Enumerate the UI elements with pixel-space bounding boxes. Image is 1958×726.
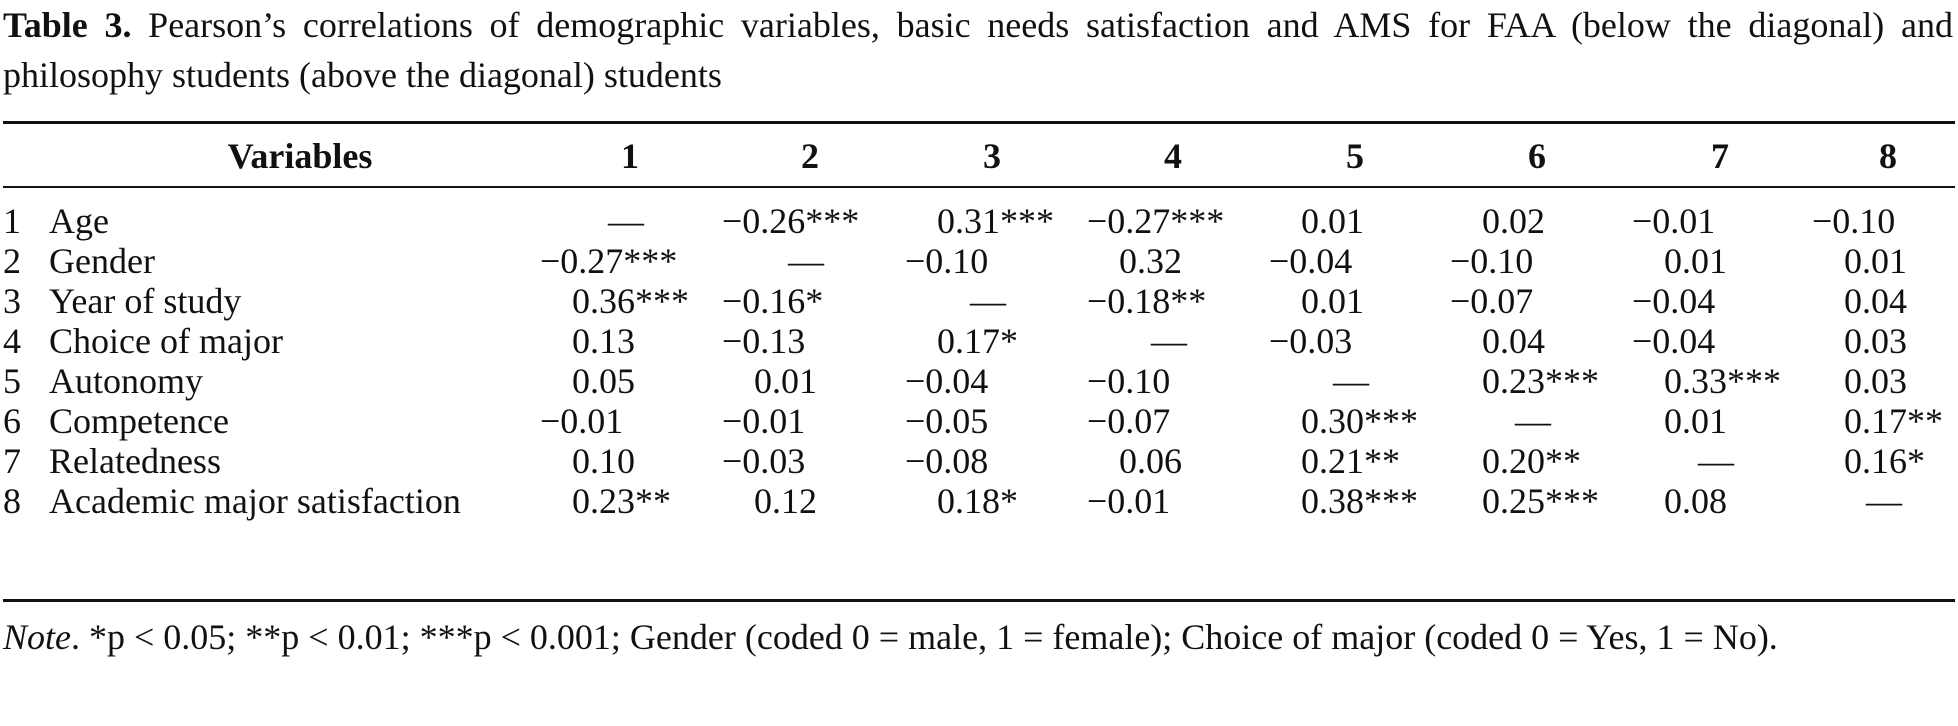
table-cell: −0.01 [1087, 481, 1171, 521]
table-cell: 0.23*** [1482, 361, 1599, 401]
header-col-4: 4 [1164, 136, 1182, 176]
table-cell: −0.04 [1632, 321, 1716, 361]
table-cell: 0.08 [1664, 481, 1727, 521]
table-cell: — [1515, 401, 1551, 441]
table-cell: 0.32 [1119, 241, 1182, 281]
table-cell: 0.25*** [1482, 481, 1599, 521]
table-top-rule [3, 121, 1955, 124]
row-number: 4 [3, 321, 21, 361]
table-bottom-rule [3, 599, 1955, 602]
table-cell: 0.10 [572, 441, 635, 481]
table-cell: −0.10 [1812, 201, 1896, 241]
table-cell: 0.38*** [1301, 481, 1418, 521]
table-cell: — [970, 281, 1006, 321]
table-cell: −0.04 [1269, 241, 1353, 281]
table-cell: −0.03 [1269, 321, 1353, 361]
table-cell: −0.10 [1087, 361, 1171, 401]
table-cell: — [1333, 361, 1369, 401]
table-cell: 0.30*** [1301, 401, 1418, 441]
table-cell: 0.12 [754, 481, 817, 521]
table-cell: −0.03 [722, 441, 806, 481]
table-cell: 0.17** [1844, 401, 1943, 441]
table-cell: 0.01 [1844, 241, 1907, 281]
table-cell: −0.26*** [722, 201, 860, 241]
caption-text: Pearson’s correlations of demographic va… [3, 5, 1954, 95]
table-cell: −0.04 [1632, 281, 1716, 321]
note-label: Note [3, 617, 71, 657]
row-label: Year of study [49, 281, 242, 321]
table-cell: — [608, 201, 644, 241]
header-variables: Variables [227, 136, 373, 176]
table-cell: −0.07 [1450, 281, 1534, 321]
table-cell: −0.16* [722, 281, 824, 321]
header-col-8: 8 [1879, 136, 1897, 176]
row-label: Academic major satisfaction [49, 481, 461, 521]
table-cell: −0.01 [1632, 201, 1716, 241]
table-cell: 0.02 [1482, 201, 1545, 241]
row-number: 2 [3, 241, 21, 281]
table-cell: −0.04 [905, 361, 989, 401]
table-cell: 0.01 [754, 361, 817, 401]
row-number: 3 [3, 281, 21, 321]
table-cell: 0.20** [1482, 441, 1581, 481]
table-caption: Table 3. Pearson’s correlations of demog… [3, 0, 1953, 100]
header-col-2: 2 [801, 136, 819, 176]
table-cell: −0.13 [722, 321, 806, 361]
header-col-7: 7 [1711, 136, 1729, 176]
table-cell: — [788, 241, 824, 281]
caption-label: Table 3. [3, 5, 132, 45]
table-cell: −0.08 [905, 441, 989, 481]
table-cell: 0.33*** [1664, 361, 1781, 401]
table-cell: — [1151, 321, 1187, 361]
header-col-6: 6 [1528, 136, 1546, 176]
table-cell: 0.01 [1664, 241, 1727, 281]
row-number: 7 [3, 441, 21, 481]
row-number: 6 [3, 401, 21, 441]
note-text: . *p < 0.05; **p < 0.01; ***p < 0.001; G… [71, 617, 1778, 657]
row-label: Choice of major [49, 321, 283, 361]
row-number: 1 [3, 201, 21, 241]
table-cell: −0.01 [540, 401, 624, 441]
table-cell: 0.36*** [572, 281, 689, 321]
table-cell: −0.27*** [1087, 201, 1225, 241]
table-cell: 0.31*** [937, 201, 1054, 241]
row-number: 8 [3, 481, 21, 521]
table-cell: 0.01 [1664, 401, 1727, 441]
row-number: 5 [3, 361, 21, 401]
table-cell: −0.10 [905, 241, 989, 281]
table-cell: 0.05 [572, 361, 635, 401]
table-cell: −0.10 [1450, 241, 1534, 281]
table-cell: 0.06 [1119, 441, 1182, 481]
table-header-rule [3, 186, 1955, 188]
table-cell: 0.16* [1844, 441, 1925, 481]
row-label: Gender [49, 241, 155, 281]
table-cell: 0.04 [1844, 281, 1907, 321]
table-cell: 0.23** [572, 481, 671, 521]
row-label: Relatedness [49, 441, 221, 481]
table-cell: −0.07 [1087, 401, 1171, 441]
header-col-3: 3 [983, 136, 1001, 176]
row-label: Age [49, 201, 109, 241]
table-cell: 0.04 [1482, 321, 1545, 361]
table-cell: 0.13 [572, 321, 635, 361]
table-note: Note. *p < 0.05; **p < 0.01; ***p < 0.00… [3, 612, 1953, 662]
table-cell: −0.05 [905, 401, 989, 441]
table-cell: 0.18* [937, 481, 1018, 521]
table-cell: 0.03 [1844, 361, 1907, 401]
header-col-1: 1 [621, 136, 639, 176]
header-col-5: 5 [1346, 136, 1364, 176]
table-cell: 0.21** [1301, 441, 1400, 481]
table-cell: — [1866, 481, 1902, 521]
row-label: Competence [49, 401, 229, 441]
table-cell: — [1698, 441, 1734, 481]
table-cell: 0.01 [1301, 281, 1364, 321]
table-cell: 0.03 [1844, 321, 1907, 361]
table-cell: 0.17* [937, 321, 1018, 361]
table-cell: −0.01 [722, 401, 806, 441]
table-cell: −0.18** [1087, 281, 1207, 321]
table-cell: 0.01 [1301, 201, 1364, 241]
row-label: Autonomy [49, 361, 204, 401]
table-cell: −0.27*** [540, 241, 678, 281]
